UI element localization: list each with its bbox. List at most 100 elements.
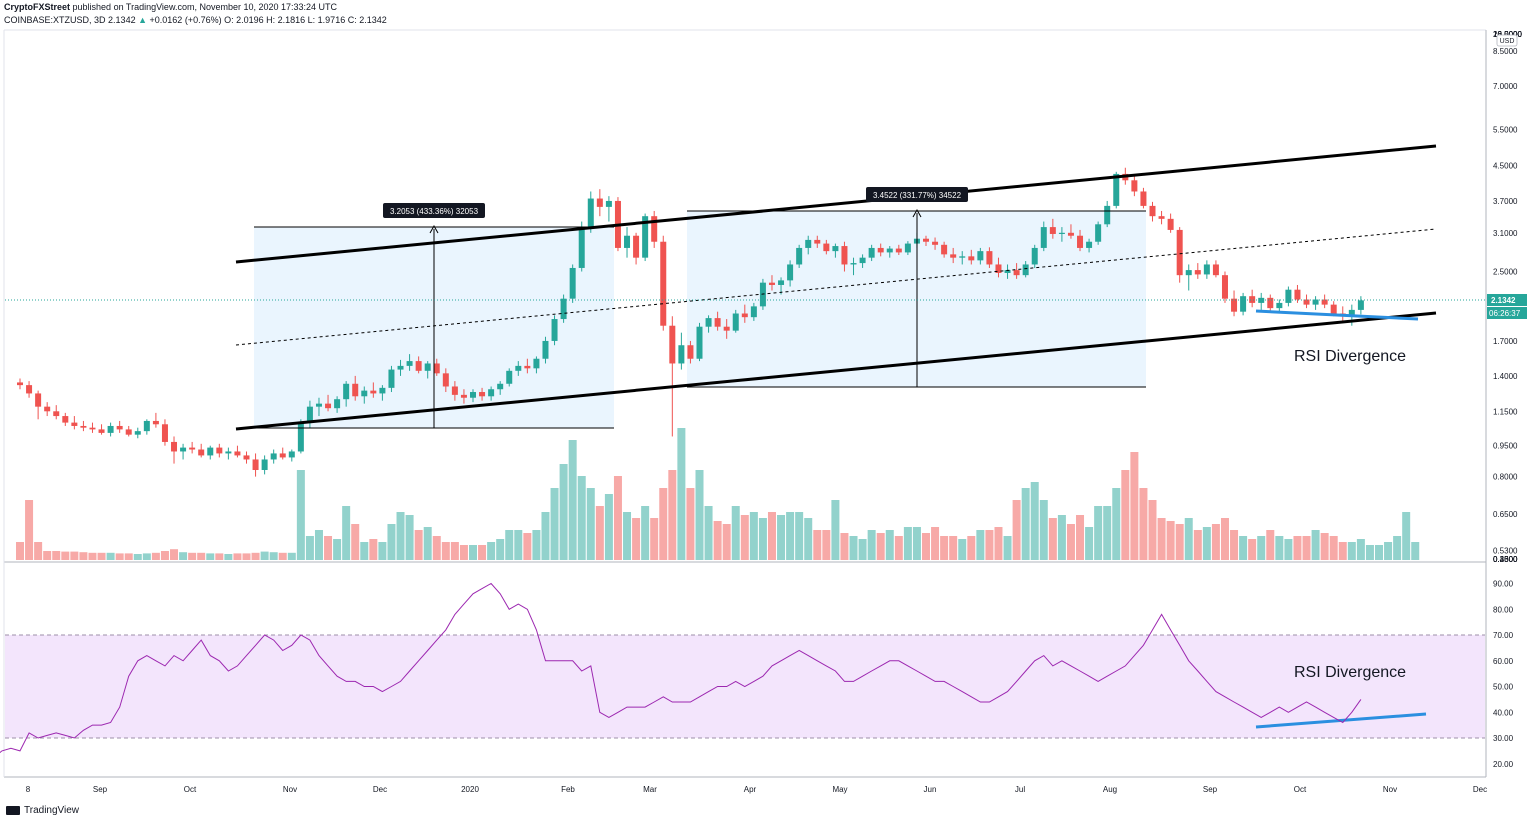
volume-bar: [450, 542, 459, 560]
volume-bar: [731, 506, 740, 560]
time-tick-label: 2020: [461, 785, 479, 794]
volume-bar: [740, 515, 749, 560]
volume-bar: [1365, 545, 1374, 560]
volume-bar: [487, 542, 496, 560]
volume-bar: [577, 476, 586, 560]
volume-bar: [940, 536, 949, 560]
rsi-line: [0, 582, 1362, 754]
volume-bar: [786, 512, 795, 560]
time-tick-label: May: [832, 785, 847, 794]
candle: [596, 189, 603, 217]
measure-box-2-arrowhead: [912, 208, 922, 218]
candle: [497, 381, 504, 395]
candle: [270, 449, 277, 464]
rsi-tick-label: 80.00: [1493, 605, 1514, 614]
candle: [778, 277, 785, 295]
volume-bar: [541, 512, 550, 560]
candle: [1040, 221, 1047, 252]
volume-bar: [722, 524, 731, 560]
candle: [352, 375, 359, 401]
volume-bar: [278, 552, 287, 560]
candle: [334, 396, 341, 413]
channel-lower-line[interactable]: [235, 311, 1437, 431]
candle: [1031, 244, 1038, 268]
publisher-name[interactable]: CryptoFXStreet: [4, 2, 71, 12]
price-tick-label: 4.5000: [1493, 162, 1518, 171]
price-tick-label: 0.3600: [1493, 555, 1518, 564]
candle: [832, 243, 839, 258]
volume-bar: [659, 488, 668, 560]
rsi-axis[interactable]: 90.00 80.00 70.00 60.00 50.00 40.00 30.00 20.00: [1493, 580, 1514, 769]
rsi-tick-label: 60.00: [1493, 657, 1514, 666]
current-price-label: 2.1342: [1491, 296, 1516, 305]
countdown-badge: [1487, 307, 1527, 319]
volume-bar: [1048, 518, 1057, 560]
candle: [71, 416, 78, 430]
price-divergence-line[interactable]: [1255, 309, 1419, 321]
candle: [1267, 294, 1274, 312]
candle: [424, 361, 431, 379]
volume-bar: [34, 542, 43, 560]
candle: [506, 368, 513, 387]
time-tick-label: 8: [26, 785, 31, 794]
volume-bar: [197, 552, 206, 560]
volume-bar: [1257, 536, 1266, 560]
time-tick-label: Dec: [1473, 785, 1487, 794]
candle: [26, 381, 33, 398]
candle: [1167, 213, 1174, 233]
candle: [805, 235, 812, 255]
tradingview-logo[interactable]: TradingView: [6, 805, 79, 816]
candle: [252, 453, 259, 477]
rsi-tick-label: 20.00: [1493, 760, 1514, 769]
volume-bar: [1293, 536, 1302, 560]
price-tick-label: 0.2500: [1493, 555, 1518, 564]
volume-bar: [405, 515, 414, 560]
candle: [98, 424, 105, 435]
volume-bar: [151, 552, 160, 560]
time-axis[interactable]: 8 Sep Oct Nov Dec 2020 Feb Mar Apr May Jun Jul Aug Se…: [26, 785, 1487, 794]
volume-bar: [1003, 536, 1012, 560]
candle: [1357, 296, 1364, 315]
volume-bar: [1130, 452, 1139, 560]
measure-label-2-bg: [866, 187, 968, 202]
channel-mid-line[interactable]: [235, 228, 1437, 346]
time-tick-label: Sep: [93, 785, 108, 794]
candle: [1104, 200, 1111, 228]
volume-bar: [206, 553, 215, 560]
candle: [669, 316, 676, 437]
candle: [1176, 227, 1183, 283]
volume-bar: [550, 488, 559, 560]
candle: [288, 449, 295, 462]
volume-bar: [478, 545, 487, 560]
candle: [1221, 271, 1228, 303]
candle: [370, 382, 377, 398]
time-tick-label: Oct: [1294, 785, 1307, 794]
volume-bar: [142, 553, 151, 560]
candle: [1249, 289, 1256, 308]
rsi-divergence-line[interactable]: [1255, 712, 1427, 729]
price-tick-label: 16.0000: [1493, 30, 1522, 39]
volume-bar: [1338, 542, 1347, 560]
volume-bar: [1076, 515, 1085, 560]
volume-bar: [885, 530, 894, 560]
volume-bar: [124, 553, 133, 560]
volume-bar: [251, 552, 260, 560]
volume-bar: [378, 542, 387, 560]
candle: [1140, 187, 1147, 209]
measure-label-2: 3.4522 (331.77%) 34522: [873, 191, 962, 200]
candle: [995, 257, 1002, 278]
volume-bar: [1311, 530, 1320, 560]
time-tick-label: Nov: [283, 785, 297, 794]
channel-upper-line[interactable]: [235, 144, 1437, 264]
volume-bar: [188, 552, 197, 560]
volume-bar: [1402, 512, 1411, 560]
volume-bar: [1021, 488, 1030, 560]
candle: [678, 332, 685, 370]
volume-bar: [25, 500, 34, 560]
volume-bar: [16, 542, 24, 560]
volume-bar: [1211, 524, 1220, 560]
volume-bar: [1057, 515, 1066, 560]
candle: [1294, 284, 1301, 303]
